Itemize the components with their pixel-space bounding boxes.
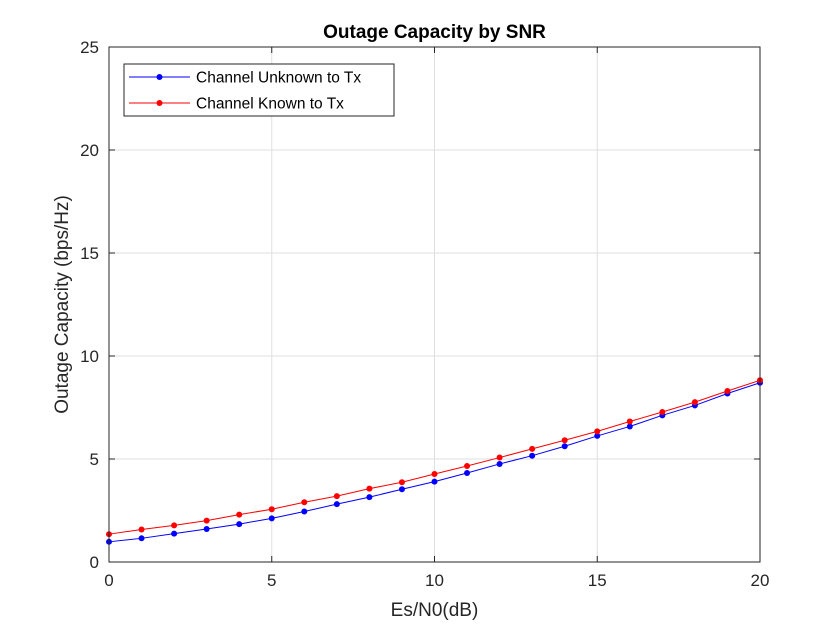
x-tick-label: 20 (751, 571, 770, 590)
data-point (398, 479, 405, 486)
ticks: 0 5 10 15 20 0 5 10 15 20 25 (80, 38, 769, 590)
x-tick-label: 0 (104, 571, 113, 590)
data-point (138, 535, 145, 542)
data-point (301, 499, 308, 506)
x-tick-label: 15 (588, 571, 607, 590)
data-point (268, 515, 275, 522)
data-point (138, 526, 145, 533)
data-point (529, 445, 536, 452)
data-point (366, 485, 373, 492)
legend-marker (156, 74, 163, 80)
data-point (333, 501, 340, 508)
data-point (398, 486, 405, 493)
data-point (626, 418, 633, 425)
legend-label: Channel Unknown to Tx (196, 70, 361, 87)
data-point (561, 437, 568, 444)
data-point (171, 522, 178, 529)
data-point (236, 521, 243, 528)
data-point (659, 409, 666, 416)
chart-title: Outage Capacity by SNR (323, 22, 546, 43)
data-point (561, 443, 568, 450)
data-point (691, 399, 698, 406)
data-point (594, 428, 601, 435)
data-point (236, 511, 243, 518)
x-axis-label: Es/N0(dB) (391, 600, 479, 621)
data-point (268, 506, 275, 513)
data-point (431, 471, 438, 478)
y-tick-label: 20 (80, 141, 99, 160)
data-point (333, 493, 340, 500)
data-point (431, 478, 438, 485)
data-point (464, 470, 471, 477)
data-point (171, 530, 178, 537)
legend-label: Channel Known to Tx (196, 96, 344, 113)
data-point (529, 452, 536, 459)
x-tick-label: 10 (425, 571, 444, 590)
y-tick-label: 0 (90, 553, 99, 572)
data-point (496, 454, 503, 461)
legend-marker (156, 100, 163, 106)
data-point (496, 460, 503, 467)
data-point (626, 423, 633, 430)
y-tick-label: 25 (80, 38, 99, 57)
y-tick-label: 15 (80, 244, 99, 263)
legend: Channel Unknown to Tx Channel Known to Tx (123, 63, 395, 117)
data-point (203, 517, 210, 524)
data-point (594, 432, 601, 439)
legend-box (123, 63, 395, 117)
data-point (366, 494, 373, 501)
x-tick-label: 5 (267, 571, 276, 590)
series-layer (106, 377, 763, 545)
y-axis-label: Outage Capacity (bps/Hz) (52, 195, 73, 414)
data-point (301, 508, 308, 515)
y-tick-label: 10 (80, 347, 99, 366)
data-point (724, 388, 731, 395)
y-tick-label: 5 (90, 450, 99, 469)
data-point (464, 463, 471, 470)
data-point (203, 526, 210, 533)
